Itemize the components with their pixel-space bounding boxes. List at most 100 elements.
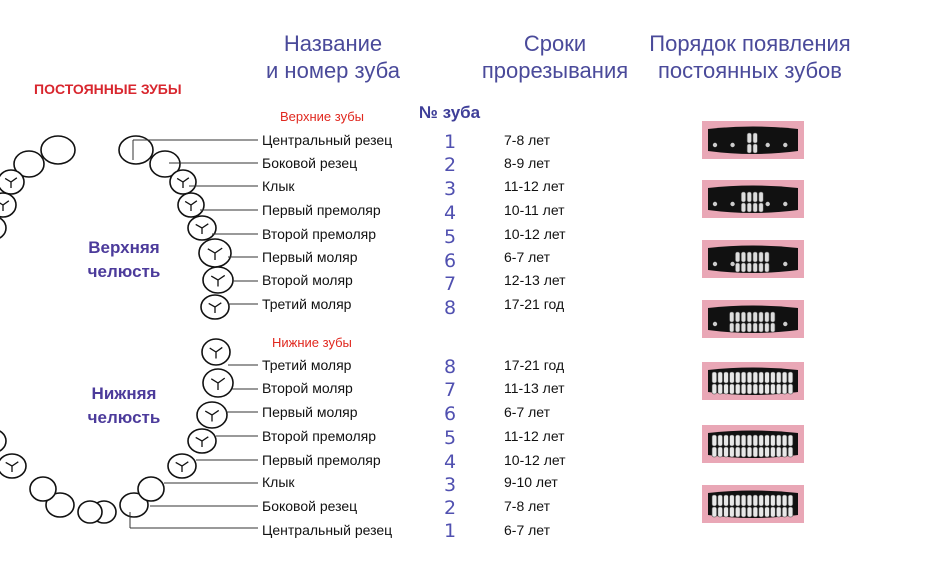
lower-tooth-mark (746, 202, 752, 213)
tooth-shape (77, 500, 103, 524)
lower-tooth-mark (746, 446, 753, 458)
upper-tooth-mark (740, 311, 746, 323)
erupting-tooth-mark (712, 321, 718, 327)
lower-tooth-name: Первый моляр (262, 404, 358, 420)
tooth-shape (0, 192, 17, 218)
tooth-fissure (209, 346, 223, 359)
upper-tooth-name: Центральный резец (262, 132, 393, 148)
upper-tooth-age: 10-11 лет (504, 202, 565, 218)
upper-tooth-mark (740, 434, 747, 447)
upper-tooth-mark (752, 434, 758, 447)
upper-tooth-mark (752, 251, 758, 263)
lower-tooth-number: 5 (443, 427, 457, 449)
erupting-tooth-mark (765, 201, 770, 207)
tooth-fissure (195, 436, 209, 447)
upper-tooth-name: Первый премоляр (262, 202, 381, 218)
lower-tooth-mark (758, 383, 764, 395)
mouth-stage-illustration (702, 362, 804, 400)
lower-tooth-mark (752, 262, 758, 273)
upper-tooth-name: Боковой резец (262, 155, 358, 171)
upper-tooth-mark (735, 434, 741, 447)
upper-tooth-number: 6 (443, 250, 457, 272)
upper-tooth-name: Клык (262, 178, 295, 194)
lower-tooth-mark (764, 262, 770, 273)
upper-tooth-age: 12-13 лет (504, 272, 566, 288)
upper-tooth-mark (752, 311, 758, 323)
upper-tooth-mark (717, 434, 723, 447)
upper-tooth-mark (764, 494, 770, 507)
erupting-tooth-mark (712, 201, 718, 207)
upper-tooth-number: 3 (443, 178, 457, 200)
lower-tooth-number: 2 (443, 497, 457, 519)
upper-tooth-mark (746, 494, 753, 507)
upper-tooth-mark (746, 311, 752, 323)
lower-tooth-number: 4 (443, 451, 457, 473)
mouth-stage-illustration (702, 425, 804, 463)
upper-jaw-label-line2: челюсть (87, 262, 161, 281)
header-name-line1: Название (283, 31, 383, 56)
lower-tooth-mark (770, 446, 776, 458)
upper-tooth-age: 11-12 лет (504, 178, 565, 194)
lower-tooth-age: 7-8 лет (504, 498, 551, 514)
lower-tooth-age: 6-7 лет (504, 522, 551, 538)
lower-tooth-mark (781, 506, 788, 518)
lower-tooth-mark (735, 322, 741, 333)
upper-tooth-mark (776, 434, 782, 447)
lower-tooth-age: 11-13 лет (504, 380, 565, 396)
lower-tooth-mark (735, 506, 741, 518)
upper-tooth-mark (781, 494, 788, 507)
lower-tooth-mark (776, 506, 782, 518)
upper-tooth-mark (758, 434, 764, 447)
lower-tooth-mark (764, 506, 770, 518)
tooth-shape (0, 430, 7, 452)
header-eruption-line1: Сроки (523, 31, 587, 56)
lower-tooth-name: Клык (262, 474, 295, 490)
upper-tooth-mark (740, 494, 747, 507)
lower-tooth-mark (764, 383, 770, 395)
upper-tooth-mark (770, 434, 776, 447)
upper-tooth-number: 5 (443, 226, 457, 248)
upper-tooth-mark (723, 494, 729, 507)
tooth-fissure (204, 409, 220, 422)
upper-tooth-age: 10-12 лет (504, 226, 566, 242)
header-name-number: Название и номер зуба (258, 30, 408, 84)
lower-tooth-mark (735, 262, 741, 273)
upper-tooth-age: 6-7 лет (504, 249, 551, 265)
upper-tooth-mark (776, 494, 782, 507)
upper-tooth-mark (776, 371, 782, 384)
erupting-tooth-mark (765, 142, 770, 148)
tooth-fissure (0, 200, 10, 211)
upper-tooth-mark (711, 434, 717, 447)
tooth-shape (45, 492, 75, 518)
lower-tooth-mark (752, 202, 758, 213)
upper-tooth-mark (764, 251, 770, 263)
lower-tooth-mark (752, 383, 758, 395)
lower-tooth-mark (764, 322, 770, 333)
lower-tooth-mark (764, 446, 770, 458)
erupting-tooth-mark (783, 142, 788, 148)
lower-teeth-section-label: Нижние зубы (272, 335, 352, 350)
tooth-shape (149, 150, 181, 178)
lower-tooth-age: 11-12 лет (504, 428, 565, 444)
tooth-fissure (208, 302, 222, 313)
upper-jaw-label-line1: Верхняя (88, 238, 160, 257)
upper-tooth-mark (758, 371, 764, 384)
upper-tooth-mark (787, 494, 794, 507)
lower-tooth-mark (740, 383, 747, 395)
erupting-tooth-mark (730, 142, 735, 148)
upper-tooth-mark (729, 371, 735, 384)
lower-tooth-number: 6 (443, 403, 457, 425)
upper-tooth-mark (764, 311, 770, 323)
lower-tooth-age: 10-12 лет (504, 452, 566, 468)
mouth-stage-illustration (702, 180, 804, 218)
header-eruption-order: Порядок появления постоянных зубов (640, 30, 860, 84)
lower-tooth-name: Первый премоляр (262, 452, 381, 468)
lower-tooth-mark (746, 262, 752, 273)
lower-jaw-label-line2: челюсть (87, 408, 161, 427)
lower-tooth-mark (787, 383, 794, 395)
erupting-tooth-mark (783, 201, 788, 207)
header-order-line1: Порядок появления (649, 31, 851, 56)
upper-tooth-mark (735, 251, 741, 263)
upper-tooth-mark (781, 434, 788, 447)
